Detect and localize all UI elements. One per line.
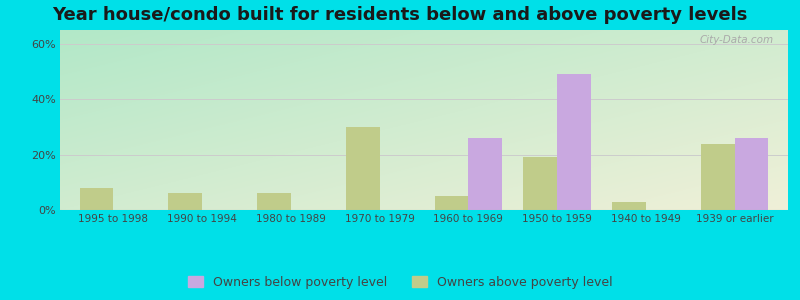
Text: Year house/condo built for residents below and above poverty levels: Year house/condo built for residents bel…: [52, 6, 748, 24]
Bar: [557, 74, 591, 210]
Bar: [612, 202, 646, 210]
Text: City-Data.com: City-Data.com: [699, 35, 774, 45]
Bar: [257, 194, 291, 210]
Bar: [346, 127, 380, 210]
Bar: [168, 194, 202, 210]
Bar: [468, 138, 502, 210]
Bar: [523, 158, 557, 210]
Bar: [701, 143, 734, 210]
Bar: [434, 196, 468, 210]
Legend: Owners below poverty level, Owners above poverty level: Owners below poverty level, Owners above…: [182, 271, 618, 294]
Bar: [79, 188, 114, 210]
Bar: [734, 138, 769, 210]
